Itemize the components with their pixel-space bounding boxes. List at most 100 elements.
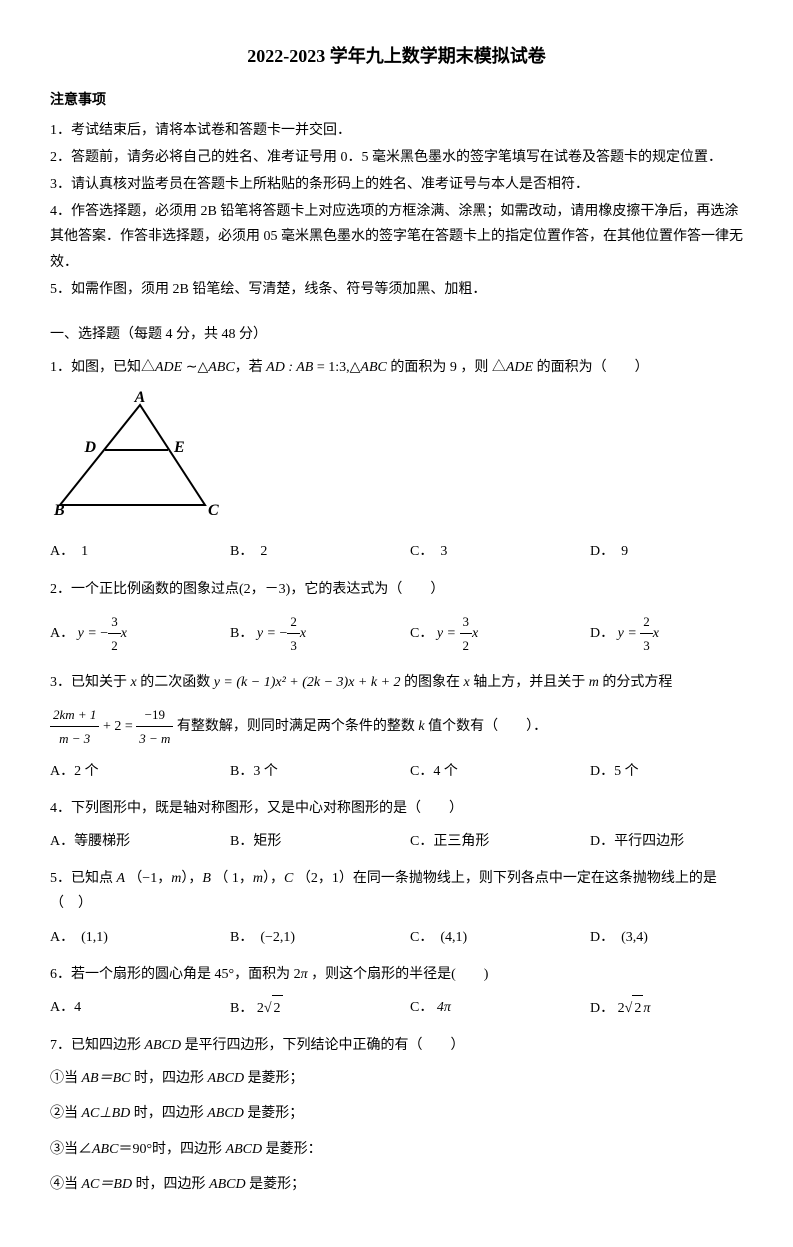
q5-m2: m — [253, 871, 263, 886]
q7-prefix: 7．已知四边形 — [50, 1038, 145, 1053]
q5-m1: m — [171, 871, 181, 886]
q2-d-x: x — [653, 626, 659, 641]
q6-b-label: B． — [230, 1001, 253, 1016]
q6-prefix: 6．若一个扇形的圆心角是 45°，面积为 2 — [50, 967, 301, 982]
q5-b: B — [202, 871, 214, 886]
q3-frac2-den: 3 − m — [136, 727, 173, 750]
svg-text:C: C — [208, 502, 219, 519]
svg-text:D: D — [83, 439, 96, 456]
q7-i4-suffix: 是菱形； — [246, 1177, 306, 1192]
q7-item-4: ④当 AC＝BD 时，四边形 ABCD 是菱形； — [50, 1172, 743, 1197]
q2-c-frac: 32 — [460, 610, 473, 658]
q7-i3-cond: ABC — [92, 1142, 118, 1157]
q2-d-num: 2 — [640, 610, 653, 634]
q3-mid2: 的图象在 — [401, 675, 464, 690]
q5-option-d: D． (3,4) — [590, 925, 710, 950]
q7-i4-abcd: ABCD — [209, 1177, 246, 1192]
q1-mid4: 的面积为 9 ，则 △ — [387, 360, 506, 375]
q2-d-label: D． — [590, 626, 614, 641]
q2-b-frac: 23 — [287, 610, 300, 658]
q6-b-sqrt-sign: √ — [264, 1001, 272, 1016]
q3-func: y = (k − 1)x² + (2k − 3)x + k + 2 — [214, 675, 401, 690]
q2-c-num: 3 — [460, 610, 473, 634]
q6-b-sqrt: 2 — [272, 995, 283, 1021]
q3-mid1: 的二次函数 — [137, 675, 214, 690]
q3-frac1-den: m − 3 — [50, 727, 99, 750]
q1-ratio: AD : AB — [266, 360, 313, 375]
q6-d-sqrt: 2 — [632, 995, 643, 1021]
q5-option-b: B． (−2,1) — [230, 925, 350, 950]
q2-c-den: 2 — [460, 634, 473, 657]
q2-b-x: x — [300, 626, 306, 641]
q2-c-label: C． — [410, 626, 433, 641]
q2-d-frac: 23 — [640, 610, 653, 658]
notice-item-1: 1．考试结束后，请将本试卷和答题卡一并交回． — [50, 118, 743, 143]
q2-d-y: y = — [618, 626, 641, 641]
q4-option-a: A．等腰梯形 — [50, 829, 170, 854]
q5-text: 5．已知点 A （−1，m），B （ 1，m），C （2，1）在同一条抛物线上，… — [50, 866, 743, 916]
q7-text: 7．已知四边形 ABCD 是平行四边形，下列结论中正确的有（ ） — [50, 1033, 743, 1058]
q1-figure: A D E B C — [50, 390, 743, 529]
q7-i2-mid: 时，四边形 — [130, 1106, 207, 1121]
q5-option-c: C． (4,1) — [410, 925, 530, 950]
q7-i3-prefix: ③当∠ — [50, 1142, 92, 1157]
q2-options: A． y = −32x B． y = −23x C． y = 32x D． y … — [50, 610, 743, 658]
q2-option-c: C． y = 32x — [410, 610, 530, 658]
q5-mid1: （−1， — [128, 871, 171, 886]
q6-pi: π — [301, 967, 308, 982]
q3-prefix: 3．已知关于 — [50, 675, 131, 690]
q2-b-num: 2 — [287, 610, 300, 634]
q6-option-d: D． 2√2π — [590, 995, 710, 1021]
q3-option-b: B．3 个 — [230, 759, 350, 784]
q6-d-label: D． — [590, 1001, 614, 1016]
q6-option-b: B． 2√2 — [230, 995, 350, 1021]
q2-option-b: B． y = −23x — [230, 610, 350, 658]
q2-c-x: x — [472, 626, 478, 641]
q3-frac2-num: −19 — [136, 703, 173, 727]
q3-mid3: 轴上方，并且关于 — [470, 675, 589, 690]
q3-frac1-num: 2km + 1 — [50, 703, 99, 727]
q2-option-a: A． y = −32x — [50, 610, 170, 658]
question-2: 2．一个正比例函数的图象过点(2，－3)，它的表达式为（ ） A． y = −3… — [50, 577, 743, 658]
q7-i1-abcd: ABCD — [208, 1071, 245, 1086]
q7-item-1: ①当 AB＝BC 时，四边形 ABCD 是菱形； — [50, 1066, 743, 1091]
q3-mid4: 的分式方程 — [599, 675, 673, 690]
svg-text:B: B — [53, 502, 65, 519]
svg-text:A: A — [134, 390, 146, 406]
q3-m: m — [589, 675, 599, 690]
q4-options: A．等腰梯形 B．矩形 C．正三角形 D．平行四边形 — [50, 829, 743, 854]
q2-b-neg: − — [280, 626, 288, 641]
q1-text: 1．如图，已知△ADE ∼△ABC，若 AD : AB = 1:3,△ABC 的… — [50, 355, 743, 380]
q6-d-val: 2 — [618, 1001, 625, 1016]
question-4: 4．下列图形中，既是轴对称图形，又是中心对称图形的是（ ） A．等腰梯形 B．矩… — [50, 796, 743, 854]
q5-option-a: A． (1,1) — [50, 925, 170, 950]
q7-suffix: 是平行四边形，下列结论中正确的有（ ） — [181, 1038, 465, 1053]
q3-text-2: 2km + 1m − 3 + 2 = −193 − m 有整数解，则同时满足两个… — [50, 703, 743, 751]
q7-i3-suffix: 是菱形： — [262, 1142, 322, 1157]
svg-text:E: E — [173, 439, 185, 456]
q6-options: A．4 B． 2√2 C． 4π D． 2√2π — [50, 995, 743, 1021]
q7-i1-prefix: ①当 — [50, 1071, 82, 1086]
q1-suffix: 的面积为（ ） — [533, 360, 649, 375]
q3-option-c: C．4 个 — [410, 759, 530, 784]
q4-option-d: D．平行四边形 — [590, 829, 710, 854]
question-7: 7．已知四边形 ABCD 是平行四边形，下列结论中正确的有（ ） ①当 AB＝B… — [50, 1033, 743, 1197]
question-3: 3．已知关于 x 的二次函数 y = (k − 1)x² + (2k − 3)x… — [50, 670, 743, 784]
q6-d-sqrt-sign: √ — [625, 1001, 633, 1016]
q2-a-x: x — [121, 626, 127, 641]
q7-i1-mid: 时，四边形 — [131, 1071, 208, 1086]
q1-option-c: C． 3 — [410, 539, 530, 564]
q5-mid2: ）， — [181, 871, 202, 886]
q5-c: C — [284, 871, 297, 886]
q4-option-c: C．正三角形 — [410, 829, 530, 854]
q7-i1-suffix: 是菱形； — [244, 1071, 304, 1086]
q1-abc-2: ABC — [360, 360, 386, 375]
triangle-icon: A D E B C — [50, 390, 220, 520]
q7-item-2: ②当 AC⊥BD 时，四边形 ABCD 是菱形； — [50, 1101, 743, 1126]
q3-mid5: 有整数解，则同时满足两个条件的整数 — [173, 719, 418, 734]
q7-i2-prefix: ②当 — [50, 1106, 82, 1121]
notice-section: 注意事项 1．考试结束后，请将本试卷和答题卡一并交回． 2．答题前，请务必将自己… — [50, 88, 743, 302]
notice-item-3: 3．请认真核对监考员在答题卡上所粘贴的条形码上的姓名、准考证号与本人是否相符． — [50, 172, 743, 197]
q7-i2-suffix: 是菱形； — [244, 1106, 304, 1121]
q6-option-a: A．4 — [50, 995, 170, 1021]
